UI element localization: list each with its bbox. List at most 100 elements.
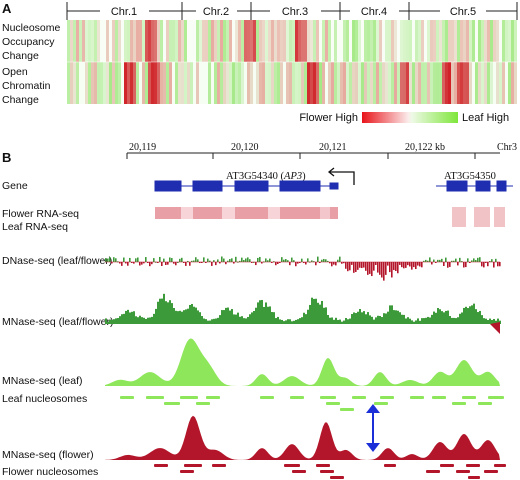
heatmap-cell xyxy=(373,20,376,62)
heatmap-cell xyxy=(247,62,250,104)
heatmap-cell xyxy=(151,62,154,104)
heatmap-cell xyxy=(214,62,217,104)
mnase-ratio-bar xyxy=(485,318,487,324)
heatmap-cell xyxy=(337,20,340,62)
heatmap-cell xyxy=(451,20,454,62)
dnase-bar xyxy=(279,262,281,263)
mnase-ratio-bar xyxy=(357,311,359,324)
heatmap-cell xyxy=(190,20,193,62)
rna-block-gene2 xyxy=(494,207,505,227)
dnase-bar xyxy=(459,257,461,262)
dnase-bar xyxy=(477,257,479,262)
heatmap-cell xyxy=(364,20,367,62)
heatmap-cell xyxy=(361,62,364,104)
dnase-bar xyxy=(277,262,279,264)
mnase-ratio-bar xyxy=(467,308,469,324)
mnase-ratio-bar xyxy=(153,313,155,324)
heatmap-cell xyxy=(67,20,70,62)
heatmap-cell xyxy=(250,20,253,62)
dnase-seq-track xyxy=(105,256,501,281)
dnase-bar xyxy=(449,262,451,267)
heatmap-cell xyxy=(106,62,109,104)
dnase-bar xyxy=(137,257,139,262)
heatmap-cell xyxy=(289,20,292,62)
heatmap-cell xyxy=(502,20,505,62)
mnase-ratio-bar xyxy=(137,317,139,324)
mnase-ratio-bar xyxy=(261,299,263,324)
heatmap-cell xyxy=(364,62,367,104)
mnase-ratio-bar xyxy=(247,316,249,324)
heatmap-cell xyxy=(139,62,142,104)
heatmap-cell xyxy=(487,20,490,62)
leaf-nucleosome-calls xyxy=(120,396,504,411)
mnase-ratio-bar xyxy=(159,298,161,324)
heatmap-cell xyxy=(91,62,94,104)
heatmap-cell xyxy=(94,20,97,62)
heatmap-cell xyxy=(484,20,487,62)
heatmap-cell xyxy=(106,20,109,62)
dnase-bar xyxy=(161,262,163,266)
dnase-bar xyxy=(415,262,417,270)
heatmap-cell xyxy=(97,62,100,104)
dnase-bar xyxy=(229,259,231,262)
heatmap-cell xyxy=(100,62,103,104)
heatmap-cell xyxy=(208,62,211,104)
nucleosome-call xyxy=(466,464,480,467)
dnase-bar xyxy=(327,260,329,262)
mnase-ratio-bar xyxy=(297,319,299,324)
mnase-ratio-bar xyxy=(327,315,329,324)
dnase-bar xyxy=(119,262,121,264)
dnase-bar xyxy=(231,258,233,262)
dnase-bar xyxy=(447,262,449,268)
mnase-ratio-bar xyxy=(483,318,485,324)
mnase-ratio-bar xyxy=(109,319,111,324)
dnase-bar xyxy=(361,262,363,269)
mnase-ratio-bar xyxy=(409,318,411,324)
mnase-ratio-bar xyxy=(379,315,381,324)
gene1-label: AT3G54340 (AP3) xyxy=(226,171,306,182)
heatmap-cell xyxy=(370,20,373,62)
heatmap-cell xyxy=(454,62,457,104)
dnase-bar xyxy=(179,258,181,262)
mnase-ratio-bar xyxy=(193,306,195,324)
heatmap-cell xyxy=(448,20,451,62)
mnase-ratio-bar xyxy=(275,318,277,324)
heatmap-cell xyxy=(298,62,301,104)
row-label-nucleosome-1: Nucleosome xyxy=(2,22,61,34)
heatmap-cell xyxy=(346,20,349,62)
dnase-bar xyxy=(311,260,313,262)
dnase-bar xyxy=(141,262,143,265)
nucleosome-call xyxy=(206,396,220,399)
heatmap-cell xyxy=(277,20,280,62)
heatmap-cell xyxy=(205,62,208,104)
nucleosome-call xyxy=(484,470,498,473)
heatmap-cell xyxy=(328,20,331,62)
mnase-ratio-bar xyxy=(427,316,429,324)
mnase-ratio-bar xyxy=(405,318,407,324)
mnase-ratio-bar xyxy=(361,312,363,324)
mnase-ratio-bar xyxy=(241,316,243,324)
mnase-ratio-bar xyxy=(363,311,365,324)
dnase-bar xyxy=(159,256,161,262)
heatmap-cell xyxy=(511,20,514,62)
dnase-bar xyxy=(269,258,271,262)
dnase-bar xyxy=(173,262,175,264)
mnase-ratio-bar xyxy=(245,318,247,324)
mnase-ratio-bar xyxy=(481,315,483,324)
dnase-bar xyxy=(353,262,355,273)
heatmap-cell xyxy=(82,20,85,62)
legend-flower-high: Flower High xyxy=(299,112,358,124)
heatmap-cell xyxy=(493,20,496,62)
dnase-bar xyxy=(469,262,471,263)
dnase-bar xyxy=(165,262,167,265)
mnase-ratio-bar xyxy=(295,319,297,324)
heatmap-cell xyxy=(127,62,130,104)
mnase-ratio-bar xyxy=(213,318,215,324)
panel-b-letter: B xyxy=(2,150,11,165)
heatmap-cell xyxy=(343,62,346,104)
dnase-bar xyxy=(443,262,445,266)
mnase-ratio-bar xyxy=(125,310,127,324)
dnase-bar xyxy=(123,257,125,262)
legend-leaf-high: Leaf High xyxy=(462,112,509,124)
row-label-open-2: Chromatin xyxy=(2,80,51,92)
